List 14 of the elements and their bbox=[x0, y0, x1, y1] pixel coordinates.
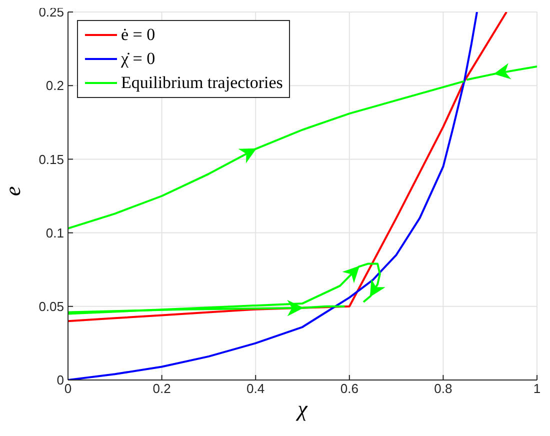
y-tick-label: 0.1 bbox=[46, 225, 64, 240]
x-tick-label: 0.4 bbox=[246, 381, 265, 396]
y-axis-title: e bbox=[0, 186, 25, 196]
x-tick-label: 1 bbox=[533, 381, 541, 396]
x-tick-label: 0.6 bbox=[340, 381, 358, 396]
x-tick-label: 0.8 bbox=[434, 381, 452, 396]
y-tick-label: 0.15 bbox=[38, 152, 64, 167]
x-tick-label: 0.2 bbox=[152, 381, 171, 396]
legend-label: χ̇ = 0 bbox=[121, 49, 156, 69]
x-axis-title: χ bbox=[296, 396, 309, 421]
legend-label: ė = 0 bbox=[121, 25, 156, 45]
y-tick-label: 0.2 bbox=[46, 78, 64, 94]
legend-label: Equilibrium trajectories bbox=[121, 73, 283, 93]
y-tick-label: 0.05 bbox=[38, 299, 64, 314]
